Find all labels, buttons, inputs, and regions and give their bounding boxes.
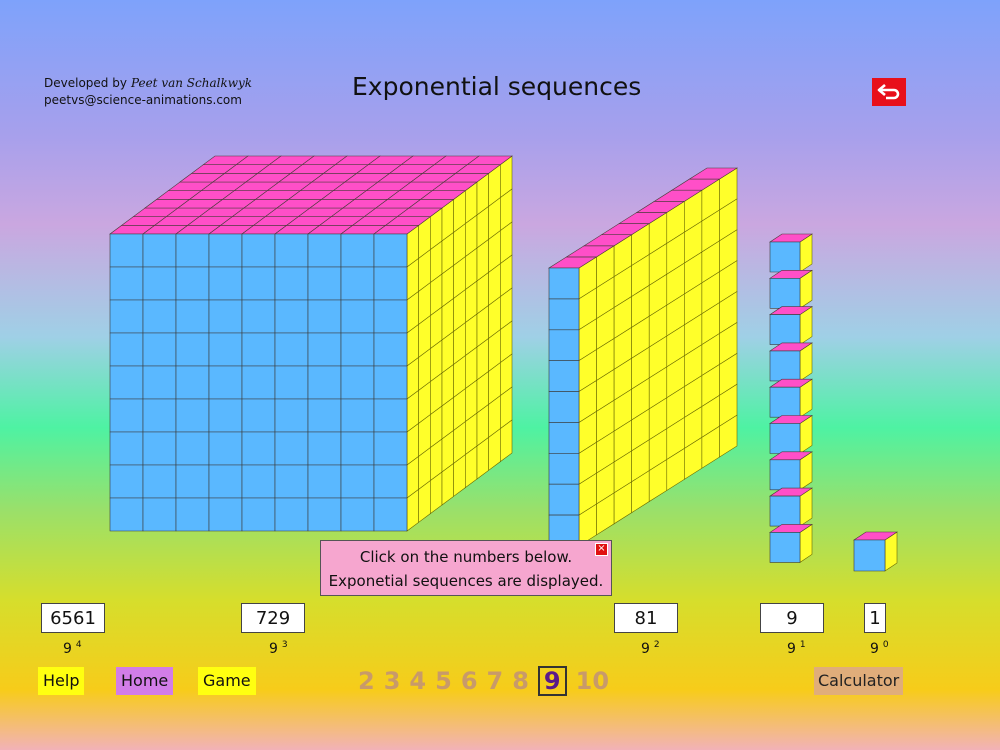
help-button[interactable]: Help: [38, 667, 85, 695]
rod-cube-1: [769, 233, 813, 273]
home-button[interactable]: Home: [116, 667, 174, 695]
value-box-9-1: 9: [760, 603, 824, 633]
number-3-button[interactable]: 3: [383, 667, 401, 695]
calculator-button[interactable]: Calculator: [814, 667, 904, 695]
author-name: Peet van Schalkwyk: [130, 76, 253, 90]
number-selector: 2 3 4 5 6 7 8 9 10: [358, 665, 618, 697]
message-line-1: Click on the numbers below.: [359, 548, 573, 566]
cube-9-4: [109, 155, 513, 532]
value-box-9-0: 1: [864, 603, 886, 633]
close-icon[interactable]: ×: [595, 543, 608, 556]
number-6-button[interactable]: 6: [460, 667, 478, 695]
back-button[interactable]: [872, 78, 906, 106]
author-email: peetvs@science-animations.com: [44, 93, 242, 107]
message-line-2: Exponetial sequences are displayed.: [328, 572, 604, 590]
number-8-button[interactable]: 8: [512, 667, 529, 695]
number-5-button[interactable]: 5: [435, 667, 452, 695]
value-box-9-3: 729: [241, 603, 305, 633]
number-7-button[interactable]: 7: [486, 667, 504, 695]
developed-by-label: Developed by: [44, 76, 127, 90]
return-arrow-icon: [877, 84, 900, 100]
slab-9-3: [547, 167, 739, 547]
rod-cube-5: [769, 378, 813, 418]
cube-illustration: [109, 155, 898, 572]
rod-cube-4: [769, 342, 813, 382]
rod-cube-3: [769, 306, 813, 346]
credit-block: Developed by Peet van Schalkwyk peetvs@sc…: [44, 75, 252, 109]
unit-cube: [853, 531, 898, 572]
number-10-button[interactable]: 10: [575, 667, 610, 695]
rod-cube-7: [769, 451, 813, 491]
number-9-button[interactable]: 9: [537, 666, 567, 696]
rod-cube-9: [769, 523, 813, 563]
message-box: Click on the numbers below. Exponetial s…: [320, 540, 612, 596]
rod-cube-6: [769, 414, 813, 455]
page-title: Exponential sequences: [352, 72, 642, 101]
number-4-button[interactable]: 4: [409, 667, 427, 695]
number-2-button[interactable]: 2: [358, 667, 375, 695]
rod-cube-8: [769, 487, 813, 527]
rod-cube-2: [769, 269, 813, 309]
game-button[interactable]: Game: [198, 667, 256, 695]
value-box-9-4: 6561: [41, 603, 105, 633]
value-box-9-2: 81: [614, 603, 678, 633]
